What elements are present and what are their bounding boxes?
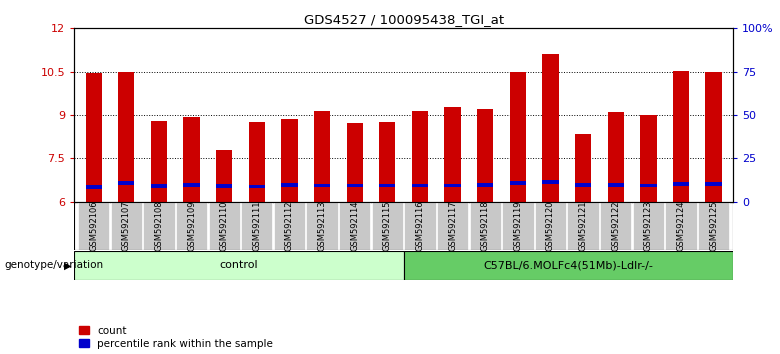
Bar	[673, 71, 690, 202]
Bar	[111, 202, 142, 250]
Bar	[118, 72, 134, 202]
Bar	[208, 202, 240, 250]
Bar	[509, 72, 526, 202]
Text: control: control	[219, 261, 258, 270]
Bar	[346, 184, 363, 188]
Text: GSM592109: GSM592109	[187, 200, 196, 251]
Text: GSM592121: GSM592121	[579, 200, 587, 251]
Bar	[575, 183, 591, 187]
Text: GSM592107: GSM592107	[122, 200, 131, 251]
Bar	[379, 184, 395, 188]
Bar	[673, 182, 690, 186]
Legend: count, percentile rank within the sample: count, percentile rank within the sample	[80, 326, 273, 349]
Bar	[477, 183, 494, 187]
Bar	[412, 184, 428, 188]
Bar	[698, 202, 729, 250]
Text: GSM592124: GSM592124	[676, 200, 686, 251]
Bar	[567, 202, 599, 250]
Text: GSM592106: GSM592106	[89, 200, 98, 251]
Bar	[372, 202, 403, 250]
Text: GSM592117: GSM592117	[448, 200, 457, 251]
Text: GSM592113: GSM592113	[317, 200, 327, 251]
Text: GSM592111: GSM592111	[252, 200, 261, 251]
Bar	[542, 55, 558, 202]
Bar	[144, 202, 175, 250]
Bar	[705, 72, 722, 202]
Text: C57BL/6.MOLFc4(51Mb)-Ldlr-/-: C57BL/6.MOLFc4(51Mb)-Ldlr-/-	[484, 261, 654, 270]
Text: ▶: ▶	[64, 261, 72, 270]
Text: GSM592110: GSM592110	[220, 200, 229, 251]
Bar	[314, 111, 330, 202]
Bar	[608, 183, 624, 187]
Bar	[176, 202, 207, 250]
Text: GSM592108: GSM592108	[154, 200, 164, 251]
Text: genotype/variation: genotype/variation	[4, 261, 103, 270]
Text: GSM592112: GSM592112	[285, 200, 294, 251]
Bar	[216, 150, 232, 202]
Bar	[445, 184, 461, 188]
Bar	[445, 107, 461, 202]
Bar	[535, 202, 566, 250]
Bar	[437, 202, 468, 250]
Bar	[118, 181, 134, 185]
Bar	[183, 183, 200, 187]
Bar	[379, 122, 395, 202]
Text: GSM592119: GSM592119	[513, 200, 523, 251]
Bar	[608, 112, 624, 202]
Bar	[282, 183, 298, 187]
Bar	[74, 251, 404, 280]
Bar	[183, 118, 200, 202]
Bar	[404, 202, 435, 250]
Bar	[633, 202, 664, 250]
Bar	[477, 109, 494, 202]
Bar	[470, 202, 501, 250]
Bar	[151, 121, 167, 202]
Text: GSM592125: GSM592125	[709, 200, 718, 251]
Text: GSM592123: GSM592123	[644, 200, 653, 251]
Bar	[274, 202, 305, 250]
Bar	[705, 182, 722, 186]
Title: GDS4527 / 100095438_TGI_at: GDS4527 / 100095438_TGI_at	[303, 13, 504, 26]
Bar	[600, 202, 631, 250]
Text: GSM592122: GSM592122	[612, 200, 620, 251]
Bar	[314, 184, 330, 188]
Bar	[78, 202, 109, 250]
Bar	[151, 184, 167, 188]
Text: GSM592114: GSM592114	[350, 200, 360, 251]
Bar	[346, 123, 363, 202]
Bar	[502, 202, 534, 250]
Text: GSM592116: GSM592116	[416, 200, 424, 251]
Bar	[241, 202, 272, 250]
Text: GSM592120: GSM592120	[546, 200, 555, 251]
Bar	[86, 185, 102, 189]
Text: GSM592118: GSM592118	[480, 200, 490, 251]
Bar	[575, 134, 591, 202]
Bar	[282, 119, 298, 202]
Bar	[216, 184, 232, 188]
Bar	[412, 111, 428, 202]
Bar	[665, 202, 697, 250]
Bar	[249, 184, 265, 188]
Bar	[307, 202, 338, 250]
Bar	[86, 73, 102, 202]
Bar	[640, 184, 657, 188]
Text: GSM592115: GSM592115	[383, 200, 392, 251]
Bar	[640, 115, 657, 202]
Bar	[339, 202, 370, 250]
Bar	[404, 251, 733, 280]
Bar	[542, 180, 558, 184]
Bar	[509, 181, 526, 185]
Bar	[249, 122, 265, 202]
